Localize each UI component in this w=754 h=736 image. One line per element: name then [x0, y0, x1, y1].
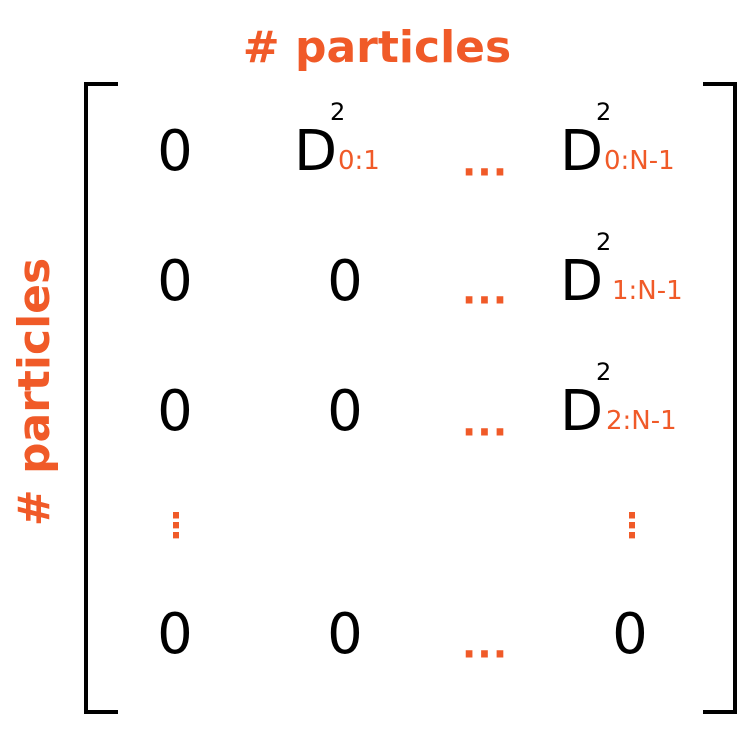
subscript-label: 1:N-1: [612, 276, 683, 306]
power-label: 2: [596, 228, 612, 256]
left-bracket: [84, 82, 118, 714]
matrix-cell-1-0: 0: [157, 249, 193, 314]
row-axis-label: # particles: [9, 257, 60, 527]
matrix-cell-last-3: 0: [612, 602, 648, 667]
matrix-cell-last-1: 0: [327, 602, 363, 667]
matrix-cell-2-1: 0: [327, 379, 363, 444]
right-bracket: [703, 82, 737, 714]
vertical-ellipsis: ⋮: [615, 506, 649, 546]
subscript-label: 0:1: [338, 146, 380, 176]
horizontal-ellipsis: ···: [461, 278, 509, 322]
power-label: 2: [596, 98, 612, 126]
d-symbol: D: [560, 379, 604, 444]
horizontal-ellipsis: ···: [461, 410, 509, 454]
matrix-cell-1-1: 0: [327, 249, 363, 314]
horizontal-ellipsis: ···: [461, 150, 509, 194]
d-symbol: D: [294, 119, 338, 184]
matrix-cell-0-1: D 2 0:1: [294, 100, 380, 184]
matrix-cell-1-3: D 2 1:N-1: [560, 230, 683, 314]
horizontal-ellipsis: ···: [461, 632, 509, 676]
vertical-ellipsis: ⋮: [159, 506, 193, 546]
column-axis-label: # particles: [242, 22, 512, 73]
power-label: 2: [330, 98, 346, 126]
subscript-label: 0:N-1: [604, 146, 675, 176]
subscript-label: 2:N-1: [606, 406, 677, 436]
d-symbol: D: [560, 119, 604, 184]
matrix-cell-2-0: 0: [157, 379, 193, 444]
matrix-cell-0-3: D 2 0:N-1: [560, 100, 675, 184]
matrix-cell-2-3: D 2 2:N-1: [560, 360, 677, 444]
power-label: 2: [596, 358, 612, 386]
matrix-cell-0-0: 0: [157, 119, 193, 184]
matrix-cell-last-0: 0: [157, 602, 193, 667]
d-symbol: D: [560, 249, 604, 314]
